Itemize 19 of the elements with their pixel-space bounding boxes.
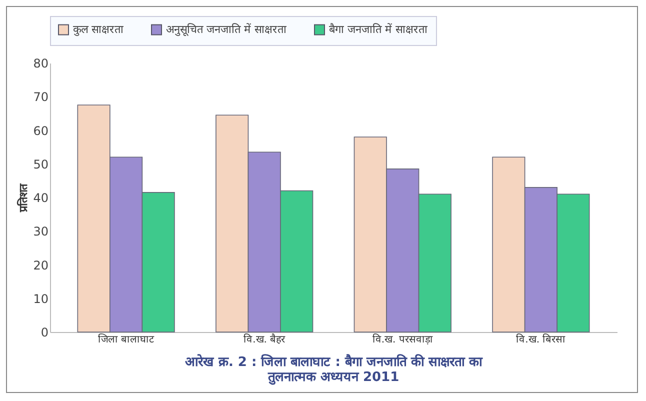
x-tick-label: वि.ख. बिरसा	[516, 334, 566, 346]
x-tick-label: जिला बालाघाट	[98, 334, 156, 346]
y-tick-label: 30	[33, 224, 48, 239]
legend-label: बैगा जनजाति में साक्षरता	[329, 22, 428, 36]
y-tick-label: 0	[40, 326, 48, 340]
legend-label: कुल साक्षरता	[73, 22, 124, 36]
y-tick-label: 60	[33, 124, 48, 138]
y-tick-label: 80	[33, 56, 48, 70]
y-tick-label: 70	[33, 90, 48, 104]
y-tick-label: 50	[33, 157, 48, 172]
y-tick-label: 20	[33, 258, 48, 272]
y-axis-title: प्रतिशत	[16, 183, 30, 213]
y-tick-label: 10	[33, 292, 48, 306]
y-tick-label: 40	[33, 191, 48, 205]
x-tick-label: वि.ख. बैहर	[244, 334, 286, 346]
legend-label: अनुसूचित जनजाति में साक्षरता	[166, 22, 286, 37]
text: तुलनात्मक अध्ययन 2011	[268, 370, 400, 385]
text: आरेख क्र. 2 : जिला बालाघाट : बैगा जनजाति की साक्षरता का	[184, 355, 482, 370]
x-tick-label: वि.ख. परसवाड़ा	[372, 334, 433, 346]
